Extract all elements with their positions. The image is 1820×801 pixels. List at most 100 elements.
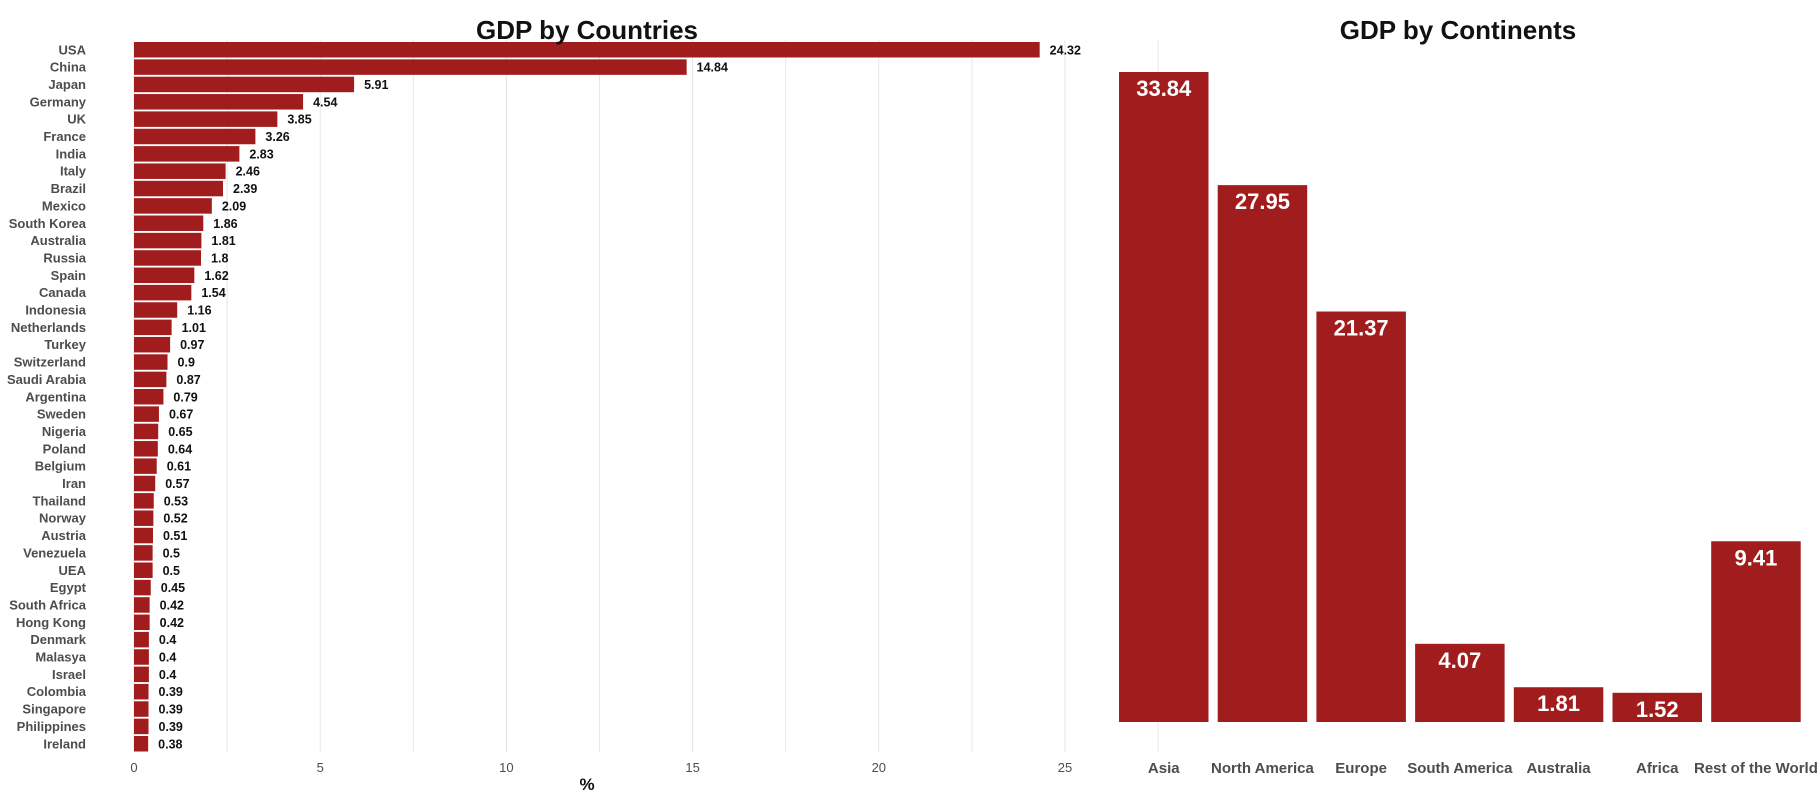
country-value-label: 1.62	[204, 269, 228, 283]
country-value-label: 1.86	[213, 217, 237, 231]
country-label: Israel	[52, 667, 86, 682]
continents-chart-title: GDP by Continents	[1340, 15, 1576, 45]
country-bar	[134, 198, 212, 214]
country-bar	[134, 389, 164, 405]
continents-category-labels: Asia North America Europe South America Aust…	[1148, 760, 1818, 777]
country-label: Australia	[30, 233, 86, 248]
country-label: Turkey	[44, 337, 86, 352]
country-bar	[134, 666, 149, 683]
country-value-label: 0.4	[159, 651, 176, 665]
country-bar	[134, 232, 202, 249]
country-label: France	[43, 129, 86, 144]
x-tick-label: 0	[130, 760, 137, 775]
country-label: Spain	[51, 268, 86, 283]
country-value-label: 4.54	[313, 95, 337, 109]
country-label: UK	[67, 112, 86, 127]
country-bar	[134, 267, 195, 284]
continent-label: Rest of the World	[1694, 760, 1818, 777]
country-label: Argentina	[25, 389, 86, 404]
country-value-label: 0.39	[159, 720, 183, 734]
country-bar	[134, 736, 149, 752]
country-value-label: 3.26	[265, 130, 289, 144]
country-bar	[134, 683, 149, 700]
countries-value-labels: 24.32 14.84 5.91 4.543.85 3.26 2.83 2.46 2.39 2.…	[158, 43, 1081, 751]
continent-label: Africa	[1636, 760, 1679, 777]
country-bar	[134, 493, 154, 509]
continent-label: North America	[1211, 760, 1314, 777]
country-bar	[134, 510, 154, 526]
country-label: Singapore	[22, 702, 86, 717]
continents-value-labels: 33.84 27.95 21.37 4.07 1.81 1.52 9.41	[1136, 76, 1777, 722]
country-value-label: 0.4	[159, 668, 176, 682]
country-label: Switzerland	[14, 355, 86, 370]
country-label: South Korea	[9, 216, 87, 231]
x-tick-label: 15	[685, 760, 699, 775]
continent-bar	[1316, 311, 1406, 722]
continent-bar	[1415, 643, 1505, 722]
country-value-label: 24.32	[1050, 43, 1081, 57]
continent-label: Australia	[1526, 760, 1591, 777]
country-label: Philippines	[17, 719, 86, 734]
country-value-label: 0.52	[163, 512, 187, 526]
continents-bars	[1119, 72, 1801, 722]
country-label: Saudi Arabia	[7, 372, 87, 387]
country-bar	[134, 371, 167, 388]
country-value-label: 0.65	[168, 425, 192, 439]
country-label: Japan	[48, 77, 86, 92]
country-value-label: 0.67	[169, 408, 193, 422]
country-label: Nigeria	[42, 424, 87, 439]
country-value-label: 3.85	[287, 113, 311, 127]
country-label: Sweden	[37, 407, 86, 422]
country-value-label: 0.61	[167, 460, 191, 474]
country-bar	[134, 718, 149, 735]
continent-bar	[1513, 687, 1604, 722]
countries-chart-title: GDP by Countries	[476, 15, 698, 45]
country-label: Venezuela	[23, 545, 87, 560]
country-bar	[134, 163, 226, 179]
country-value-label: 0.4	[159, 633, 176, 647]
continent-value-label: 33.84	[1136, 76, 1192, 101]
continent-value-label: 9.41	[1735, 545, 1778, 570]
country-label: Belgium	[35, 459, 86, 474]
x-tick-label: 10	[499, 760, 513, 775]
country-bar	[134, 94, 304, 110]
country-bar	[134, 180, 224, 197]
country-value-label: 1.8	[211, 251, 228, 265]
country-bar	[134, 631, 149, 648]
country-label: USA	[59, 42, 87, 57]
continent-value-label: 4.07	[1438, 648, 1481, 673]
country-label: Poland	[43, 441, 86, 456]
country-value-label: 0.42	[160, 598, 184, 612]
country-value-label: 0.5	[163, 564, 180, 578]
continent-value-label: 1.81	[1537, 691, 1580, 716]
country-value-label: 5.91	[364, 78, 388, 92]
country-value-label: 2.09	[222, 199, 246, 213]
countries-category-labels: USA China Japan Germany UK France India Italy Br…	[7, 42, 87, 751]
country-value-label: 0.79	[173, 390, 197, 404]
country-bar	[134, 597, 150, 613]
continent-bar	[1711, 541, 1801, 722]
country-label: Indonesia	[25, 303, 86, 318]
country-value-label: 0.51	[163, 529, 187, 543]
country-bar	[134, 59, 687, 75]
continent-label: Europe	[1335, 760, 1387, 777]
countries-x-ticks: 0 5 10 15 20 25	[130, 760, 1072, 775]
country-bar	[134, 649, 149, 665]
country-bar	[134, 146, 240, 162]
country-value-label: 0.45	[161, 581, 185, 595]
country-label: Russia	[43, 250, 86, 265]
countries-x-axis-label: %	[579, 775, 594, 794]
country-value-label: 2.83	[249, 147, 273, 161]
country-bar	[134, 319, 172, 336]
country-label: China	[50, 60, 87, 75]
country-value-label: 0.97	[180, 338, 204, 352]
country-label: Malasya	[35, 650, 86, 665]
country-bar	[134, 111, 278, 127]
country-value-label: 1.81	[211, 234, 235, 248]
country-value-label: 1.16	[187, 304, 211, 318]
country-bar	[134, 250, 202, 266]
country-bar	[134, 406, 159, 422]
countries-chart: USA China Japan Germany UK France India Italy Br…	[7, 15, 1159, 794]
country-label: Germany	[30, 94, 87, 109]
